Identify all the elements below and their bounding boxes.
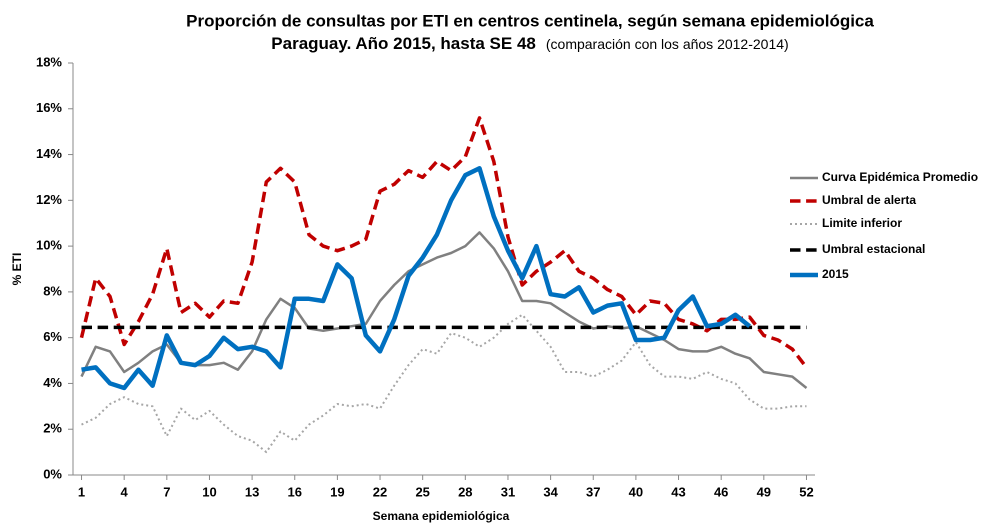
chart-note: (comparación con los años 2012-2014) (546, 36, 789, 52)
series-line (81, 313, 807, 454)
x-tick-label: 16 (288, 484, 302, 499)
series-line (81, 166, 752, 391)
series-line (79, 116, 808, 369)
y-tick-label: 16% (36, 100, 62, 115)
x-tick-label: 13 (245, 484, 259, 499)
y-tick-label: 10% (36, 238, 62, 253)
chart-subtitle: Paraguay. Año 2015, hasta SE 48 (271, 34, 536, 53)
legend-label: Umbral estacional (822, 242, 925, 256)
legend-label: Umbral de alerta (822, 193, 916, 207)
x-tick-label: 7 (163, 484, 170, 499)
x-tick-label: 28 (458, 484, 472, 499)
x-tick-label: 34 (543, 484, 558, 499)
y-tick-label: 4% (43, 375, 62, 390)
legend-label: Curva Epidémica Promedio (822, 170, 978, 184)
y-tick-label: 6% (43, 329, 62, 344)
x-tick-label: 40 (629, 484, 643, 499)
y-tick-label: 0% (43, 466, 62, 481)
x-axis-title: Semana epidemiológica (373, 509, 510, 523)
x-tick-label: 52 (799, 484, 813, 499)
x-tick-label: 37 (586, 484, 600, 499)
y-tick-label: 8% (43, 283, 62, 298)
y-tick-label: 12% (36, 192, 62, 207)
x-tick-label: 31 (501, 484, 515, 499)
y-tick-label: 14% (36, 146, 62, 161)
y-axis-title: % ETI (10, 253, 24, 286)
x-tick-label: 4 (121, 484, 129, 499)
x-tick-label: 1 (78, 484, 85, 499)
x-tick-label: 19 (330, 484, 344, 499)
legend-label: 2015 (822, 267, 849, 281)
x-tick-label: 43 (671, 484, 685, 499)
chart-title: Proporción de consultas por ETI en centr… (186, 11, 874, 30)
x-tick-label: 49 (757, 484, 771, 499)
x-tick-label: 25 (415, 484, 429, 499)
x-tick-label: 22 (373, 484, 387, 499)
y-tick-label: 18% (36, 54, 62, 69)
series-line (80, 231, 808, 389)
x-tick-label: 46 (714, 484, 728, 499)
chart-subtitle-line: Paraguay. Año 2015, hasta SE 48 (comparac… (271, 34, 788, 53)
legend-label: Limite inferior (822, 216, 902, 230)
y-tick-label: 2% (43, 421, 62, 436)
x-tick-label: 10 (202, 484, 216, 499)
